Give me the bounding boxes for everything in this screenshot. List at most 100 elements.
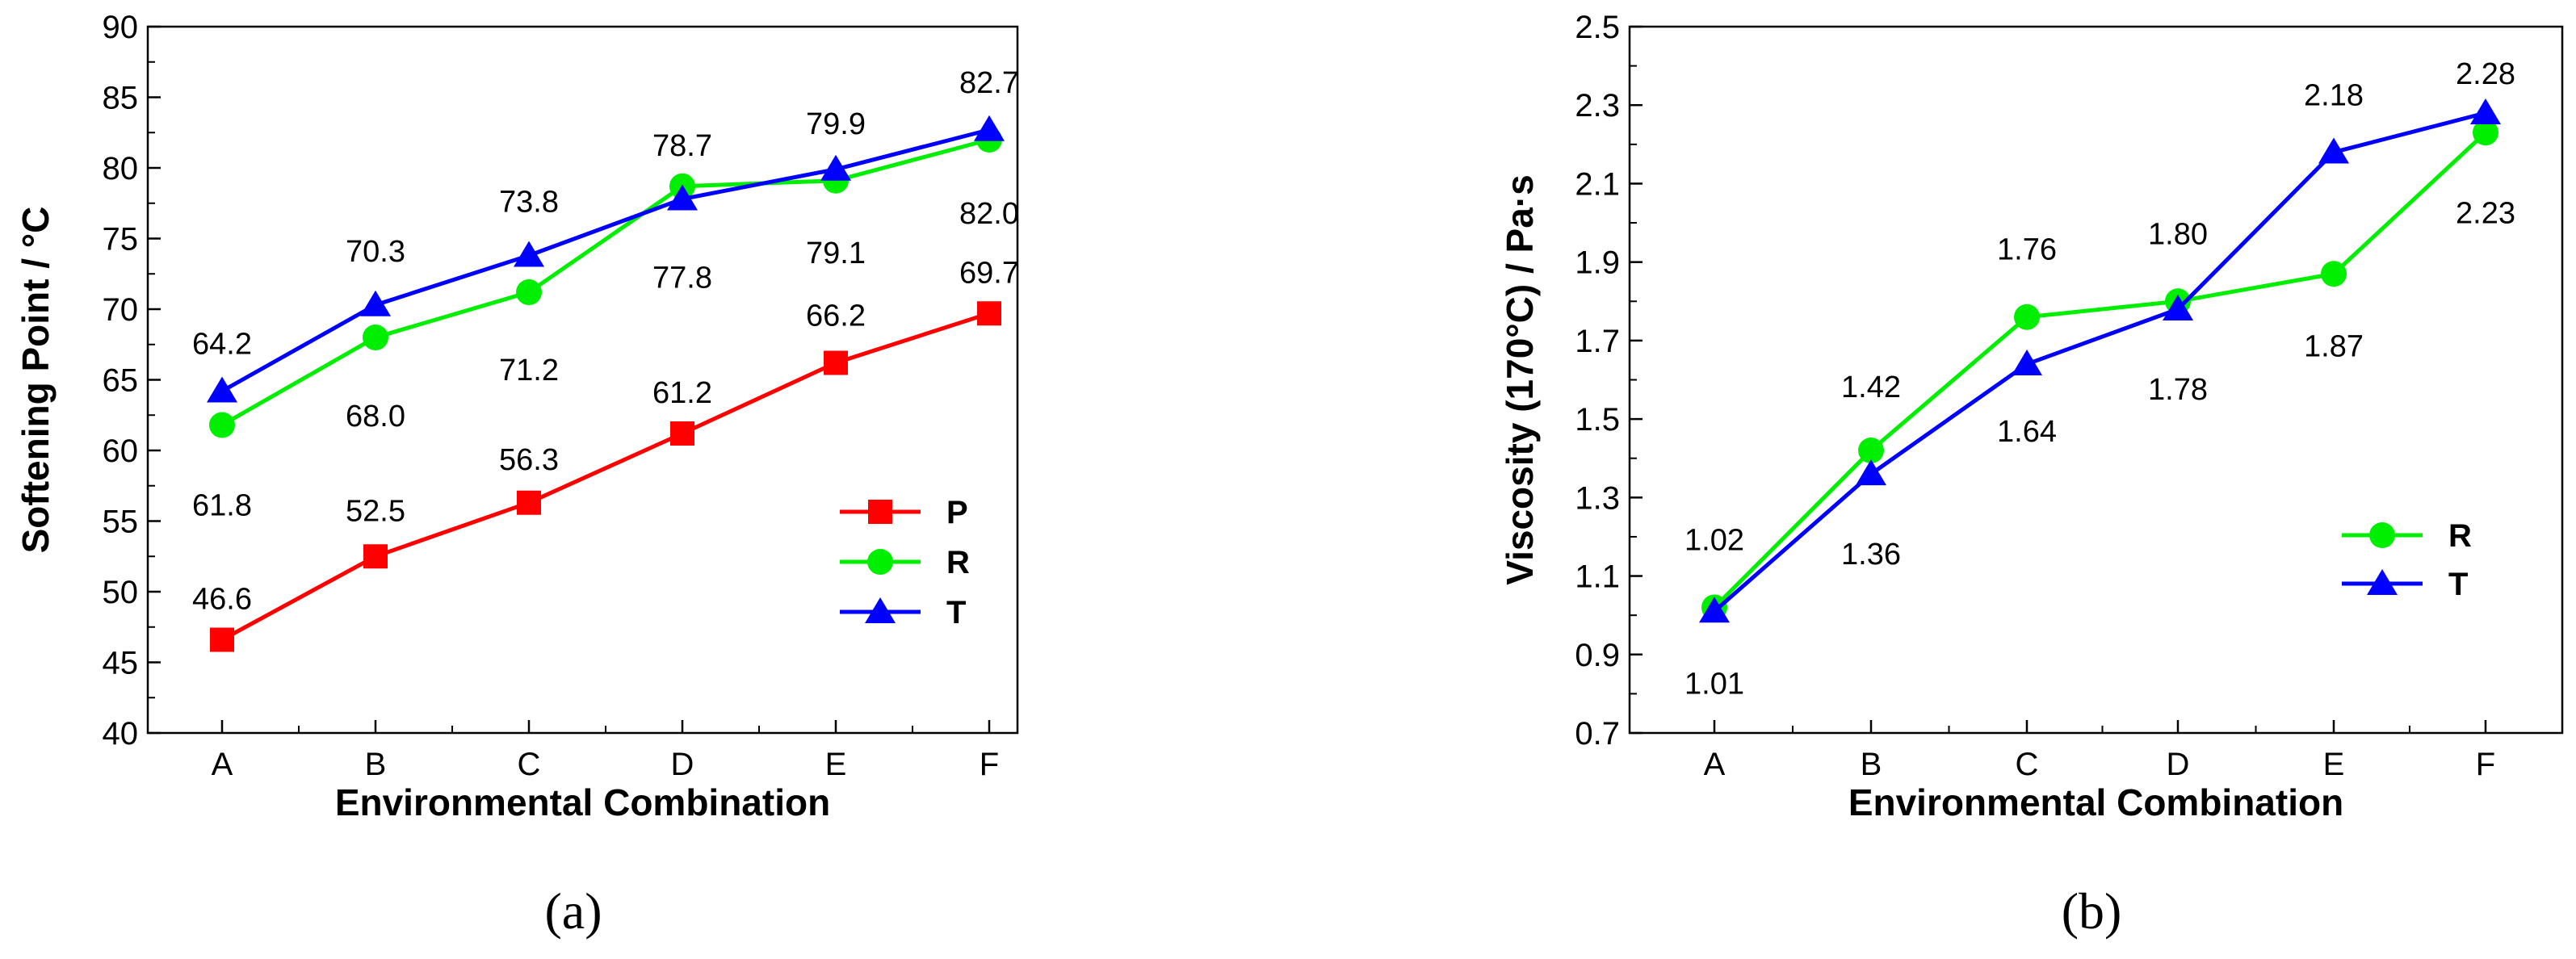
data-point-T [1699, 597, 1730, 623]
y-tick-label: 0.7 [1575, 716, 1620, 752]
series-line-P [220, 311, 990, 642]
data-point-T [360, 290, 391, 316]
legend-label-P: P [946, 495, 968, 530]
series-line-T [220, 128, 990, 393]
data-label-T: 2.28 [2456, 57, 2515, 91]
data-label-R: 1.76 [1997, 233, 2057, 267]
data-point-P [977, 301, 1001, 326]
data-point-T [2012, 350, 2042, 376]
data-label-R: 61.8 [192, 489, 252, 523]
chart-panel-b: 0.7 0.9 1.1 1.3 1.5 1.7 1.9 2.1 2.3 2.5 A B C D E F Envi… [1499, 10, 2564, 940]
y-tick-label: 40 [103, 716, 139, 752]
data-point-T [2470, 98, 2501, 124]
x-tick-label: B [1861, 747, 1882, 782]
data-point-P [210, 627, 234, 652]
legend-marker-P [868, 500, 892, 524]
data-label-T: 79.9 [806, 107, 866, 141]
data-point-T [667, 184, 698, 211]
data-label-T: 64.2 [192, 328, 252, 362]
y-tick-label: 90 [103, 10, 139, 45]
y-tick-label: 55 [103, 505, 139, 540]
data-label-T: 1.01 [1684, 667, 1744, 701]
legend-label-T: T [2448, 567, 2468, 602]
x-tick-label: C [518, 747, 541, 782]
panel-label: (a) [544, 882, 602, 940]
data-point-P [824, 350, 848, 375]
x-tick-label: E [2323, 747, 2345, 782]
x-tick-label: A [1704, 747, 1726, 782]
data-point-R [1858, 438, 1884, 463]
y-tick-label: 1.1 [1575, 559, 1620, 595]
data-point-R [2321, 261, 2347, 287]
y-tick-label: 1.3 [1575, 480, 1620, 516]
data-label-T: 1.64 [1997, 415, 2057, 449]
series-R: 61.8 68.0 71.2 78.7 79.1 82.0 [192, 127, 1019, 523]
x-tick-label: A [212, 747, 233, 782]
x-axis-title: Environmental Combination [1848, 781, 2343, 823]
data-label-R: 71.2 [499, 354, 559, 387]
data-point-T [514, 241, 544, 267]
y-tick-label: 70 [103, 292, 139, 328]
legend-label-T: T [946, 595, 966, 630]
y-axis-title: Softening Point / °C [15, 207, 57, 554]
data-label-T: 70.3 [346, 235, 405, 269]
x-tick-label: C [2016, 747, 2039, 782]
data-label-P: 52.5 [346, 494, 405, 528]
series-T: 64.2 70.3 73.8 77.8 79.9 82.7 [192, 66, 1019, 403]
data-label-R: 78.7 [652, 129, 712, 163]
legend-marker-R [867, 549, 893, 575]
series-T: 1.01 1.36 1.64 1.78 2.18 2.28 [1684, 57, 2515, 701]
x-tick-label: F [2476, 747, 2495, 782]
series-P: 46.6 52.5 56.3 61.2 66.2 69.7 [192, 256, 1019, 652]
data-point-R [363, 325, 388, 350]
data-label-T: 82.7 [959, 66, 1019, 100]
data-point-R [2014, 304, 2040, 330]
x-tick-label: F [980, 747, 999, 782]
y-tick-label: 1.5 [1575, 402, 1620, 438]
data-point-P [363, 544, 388, 569]
data-label-T: 73.8 [499, 186, 559, 220]
chart-panel-a: 40 45 50 55 60 65 70 75 80 85 90 A B C D E F Environmenta… [15, 10, 1019, 940]
data-point-R [516, 279, 542, 305]
data-point-T [1856, 459, 1886, 486]
y-tick-label: 2.3 [1575, 88, 1620, 124]
data-label-T: 77.8 [652, 262, 712, 295]
legend-label-R: R [2448, 518, 2472, 554]
data-label-R: 79.1 [806, 237, 866, 270]
data-label-T: 2.18 [2304, 79, 2364, 113]
data-label-R: 1.80 [2148, 217, 2208, 251]
legend-marker-T [2367, 569, 2398, 595]
y-tick-label: 45 [103, 646, 139, 681]
data-label-P: 61.2 [652, 376, 712, 410]
y-tick-label: 60 [103, 433, 139, 469]
y-tick-label: 75 [103, 222, 139, 258]
legend: RT [2342, 518, 2472, 602]
x-tick-label: D [671, 747, 694, 782]
y-axis-title: Viscosity (170°C) / Pa·s [1499, 174, 1541, 584]
legend: PRT [840, 495, 970, 630]
data-label-R: 68.0 [346, 400, 405, 433]
legend-marker-R [2369, 522, 2395, 548]
data-point-T [974, 115, 1005, 141]
series-line-R [220, 137, 990, 427]
data-point-R [2473, 119, 2498, 146]
y-tick-label: 2.1 [1575, 166, 1620, 202]
series-line-T [1713, 111, 2486, 614]
data-point-T [2163, 295, 2193, 320]
data-label-P: 69.7 [959, 256, 1019, 290]
y-tick-label: 0.9 [1575, 638, 1620, 673]
y-tick-label: 1.7 [1575, 324, 1620, 359]
series-R: 1.02 1.42 1.76 1.80 1.87 2.23 [1684, 119, 2515, 621]
legend-marker-T [865, 597, 896, 623]
x-axis-title: Environmental Combination [335, 781, 830, 823]
y-tick-label: 65 [103, 363, 139, 399]
data-label-R: 1.42 [1841, 371, 1901, 404]
data-label-R: 1.02 [1684, 523, 1744, 557]
data-point-P [517, 490, 541, 515]
data-point-T [207, 376, 237, 403]
data-label-P: 56.3 [499, 443, 559, 477]
legend-label-R: R [946, 545, 970, 580]
y-tick-label: 85 [103, 81, 139, 116]
